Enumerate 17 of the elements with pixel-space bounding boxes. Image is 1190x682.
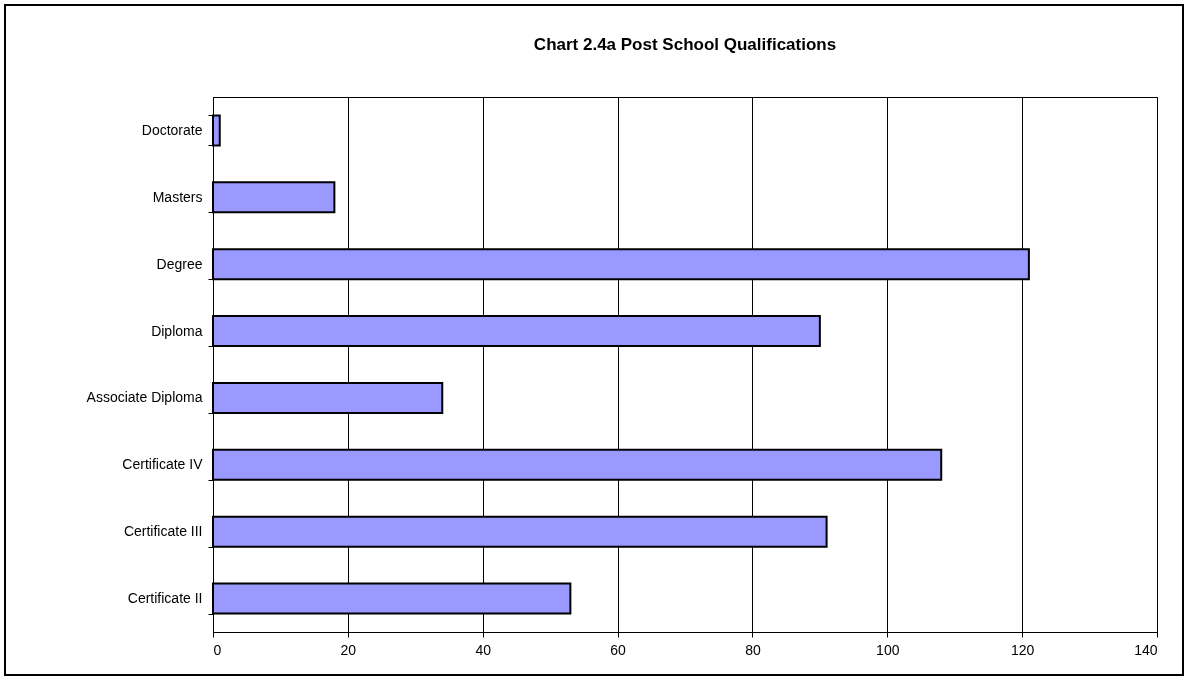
x-tick-label: 0	[213, 641, 222, 658]
x-tick-label: 140	[1134, 641, 1158, 658]
x-tick-label: 80	[745, 641, 761, 658]
y-tick-label: Diploma	[151, 322, 203, 339]
y-tick-label: Certificate III	[123, 523, 203, 540]
x-tick-label: 60	[610, 641, 627, 658]
y-tick-label: Masters	[152, 188, 203, 205]
y-tick-label: Associate Diploma	[86, 389, 203, 406]
x-tick-label: 100	[876, 641, 900, 658]
chart-title: Chart 2.4a Post School Qualifications	[533, 35, 837, 54]
x-tick-label: 120	[1010, 641, 1035, 658]
y-tick-label: Certificate II	[127, 590, 203, 607]
y-tick-label: Doctorate	[141, 121, 203, 138]
y-tick-label: Certificate IV	[122, 456, 204, 473]
y-tick-label: Degree	[156, 255, 203, 272]
x-tick-label: 40	[475, 641, 492, 658]
x-tick-label: 20	[340, 641, 357, 658]
